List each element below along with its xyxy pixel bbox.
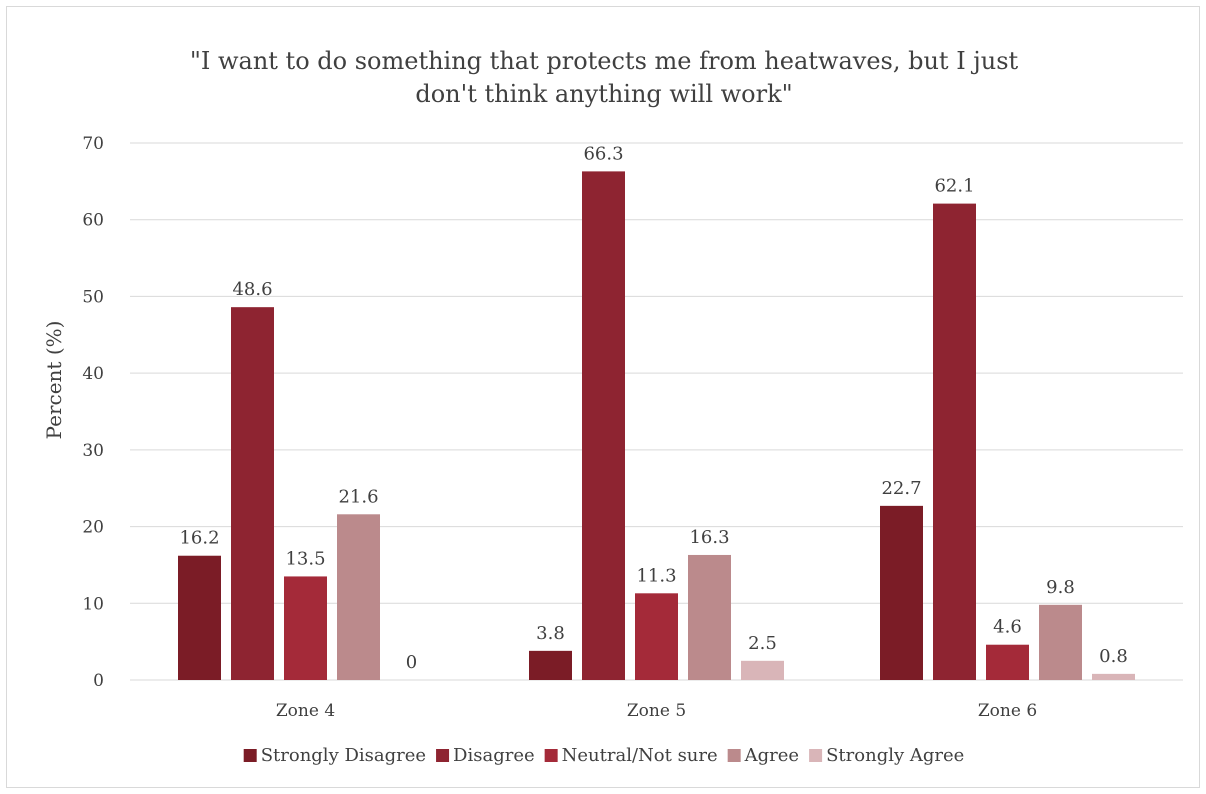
- legend-item: Agree: [727, 745, 799, 766]
- legend-label: Agree: [744, 745, 799, 766]
- data-label: 4.6: [993, 617, 1022, 638]
- bar-strongly-disagree-zone-6: [880, 505, 923, 680]
- legend-label: Strongly Agree: [826, 745, 964, 766]
- legend-item: Disagree: [436, 745, 535, 766]
- category-labels: Zone 4 Zone 5 Zone 6: [276, 701, 1037, 721]
- bar-neutral-not-sure-zone-5: [635, 593, 678, 680]
- bar-strongly-disagree-zone-5: [529, 650, 572, 680]
- legend-item: Strongly Disagree: [243, 745, 426, 766]
- bar-neutral-not-sure-zone-6: [986, 644, 1029, 680]
- data-label: 9.8: [1046, 577, 1075, 598]
- bar-disagree-zone-4: [231, 307, 274, 680]
- data-label: 22.7: [881, 478, 921, 499]
- y-tick-label: 40: [82, 364, 104, 384]
- y-tick-label: 20: [82, 518, 104, 538]
- category-label: Zone 5: [627, 701, 686, 721]
- y-tick-label: 10: [82, 594, 104, 614]
- data-label: 0.8: [1099, 646, 1128, 667]
- bar-disagree-zone-5: [582, 171, 625, 681]
- bar-strongly-agree-zone-5: [741, 660, 784, 680]
- data-label: 0: [406, 652, 417, 673]
- y-axis-label: Percent (%): [42, 321, 66, 440]
- data-label: 13.5: [285, 548, 325, 569]
- data-label: 2.5: [748, 633, 777, 654]
- legend-label: Neutral/Not sure: [562, 745, 718, 766]
- legend-item: Neutral/Not sure: [544, 745, 718, 766]
- chart-svg: "I want to do something that protects me…: [42, 47, 1183, 766]
- bar-strongly-agree-zone-6: [1092, 673, 1135, 680]
- legend-swatch: [544, 749, 558, 762]
- legend: Strongly Disagree Disagree Neutral/Not sur…: [243, 745, 964, 766]
- bars: [178, 171, 1135, 681]
- data-label: 16.3: [689, 527, 729, 548]
- data-label: 21.6: [338, 486, 378, 507]
- data-label: 48.6: [232, 279, 272, 300]
- data-labels: 16.2 48.6 13.5 21.6 0 3.8 66.3 11.3 16.3 2.5 22.7 6…: [179, 143, 1127, 673]
- y-tick-label: 70: [82, 134, 104, 154]
- y-tick-labels: 0 10 20 30 40 50 60 70: [82, 134, 104, 691]
- data-label: 62.1: [934, 176, 974, 197]
- bar-agree-zone-5: [688, 554, 731, 680]
- bar-agree-zone-6: [1039, 604, 1082, 680]
- bar-disagree-zone-6: [933, 203, 976, 680]
- legend-label: Disagree: [453, 745, 535, 766]
- y-tick-label: 60: [82, 211, 104, 231]
- chart-title-line-1: "I want to do something that protects me…: [190, 47, 1019, 75]
- y-tick-label: 50: [82, 287, 104, 307]
- bar-agree-zone-4: [337, 514, 380, 680]
- y-tick-label: 0: [93, 671, 104, 691]
- data-label: 3.8: [536, 623, 565, 644]
- data-label: 16.2: [179, 528, 219, 549]
- legend-swatch: [243, 749, 257, 762]
- legend-swatch: [809, 749, 823, 762]
- category-label: Zone 6: [978, 701, 1037, 721]
- data-label: 11.3: [636, 565, 676, 586]
- y-tick-label: 30: [82, 441, 104, 461]
- chart-title-line-2: don't think anything will work": [415, 80, 792, 108]
- data-label: 66.3: [583, 143, 623, 164]
- legend-item: Strongly Agree: [809, 745, 964, 766]
- legend-label: Strongly Disagree: [261, 745, 426, 766]
- legend-swatch: [436, 749, 450, 762]
- legend-swatch: [727, 749, 741, 762]
- category-label: Zone 4: [276, 701, 335, 721]
- bar-strongly-disagree-zone-4: [178, 555, 221, 680]
- bar-neutral-not-sure-zone-4: [284, 576, 327, 680]
- chart-frame: "I want to do something that protects me…: [6, 6, 1200, 788]
